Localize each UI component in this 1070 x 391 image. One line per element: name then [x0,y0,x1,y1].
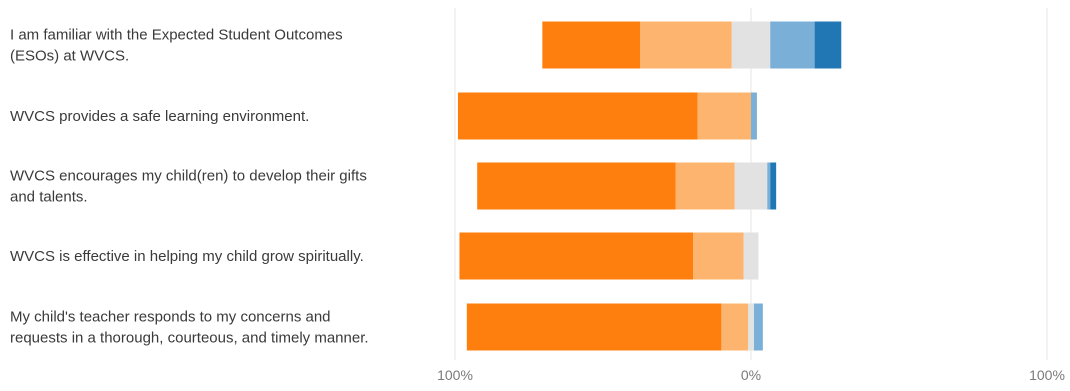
x-tick-label-2: 0% [741,367,761,383]
category-label-line: I am familiar with the Expected Student … [10,27,343,44]
bar-row-1 [542,21,842,69]
bar-segment-r5-s1 [466,303,722,351]
bar-segment-r2-s4 [751,92,757,140]
category-label-line: WVCS encourages my child(ren) to develop… [10,168,367,185]
category-labels: I am familiar with the Expected Student … [10,27,369,347]
category-label-line: WVCS is effective in helping my child gr… [10,248,364,265]
category-label-4: WVCS is effective in helping my child gr… [10,248,364,265]
bar-row-4 [459,232,759,280]
category-label-line: and talents. [10,189,88,206]
bar-row-3 [477,162,777,210]
bar-segment-r5-s3 [748,303,754,351]
bar-segment-r2-s1 [457,92,698,140]
bar-segment-r4-s1 [459,232,694,280]
bar-segment-r3-s2 [675,162,735,210]
bar-segment-r3-s5 [770,162,777,210]
category-label-line: My child's teacher responds to my concer… [10,309,331,326]
x-axis-ticks: 100% 0% 100% [437,367,1065,383]
bar-segment-r1-s3 [731,21,771,69]
category-label-line: (ESOs) at WVCS. [10,48,129,65]
bar-segment-r2-s2 [697,92,751,140]
bar-segment-r1-s1 [542,21,640,69]
bar-segment-r3-s1 [477,162,676,210]
bar-segment-r4-s2 [693,232,744,280]
x-tick-label-3: 100% [1029,367,1065,383]
bar-segment-r1-s4 [770,21,815,69]
bar-segment-r5-s2 [721,303,749,351]
bar-segment-r1-s2 [640,21,732,69]
bar-segment-r1-s5 [814,21,842,69]
category-label-2: WVCS provides a safe learning environmen… [10,108,309,125]
category-label-1: I am familiar with the Expected Student … [10,27,343,65]
bar-segment-r3-s4 [767,162,771,210]
bar-segment-r4-s3 [743,232,759,280]
bar-row-2 [457,92,757,140]
x-tick-label-1: 100% [437,367,473,383]
bars [457,21,842,351]
bar-row-5 [466,303,763,351]
category-label-line: WVCS provides a safe learning environmen… [10,108,309,125]
category-label-3: WVCS encourages my child(ren) to develop… [10,168,367,206]
category-label-line: requests in a thorough, courteous, and t… [10,330,369,347]
bar-segment-r5-s4 [753,303,763,351]
category-label-5: My child's teacher responds to my concer… [10,309,369,347]
bar-segment-r3-s3 [734,162,768,210]
